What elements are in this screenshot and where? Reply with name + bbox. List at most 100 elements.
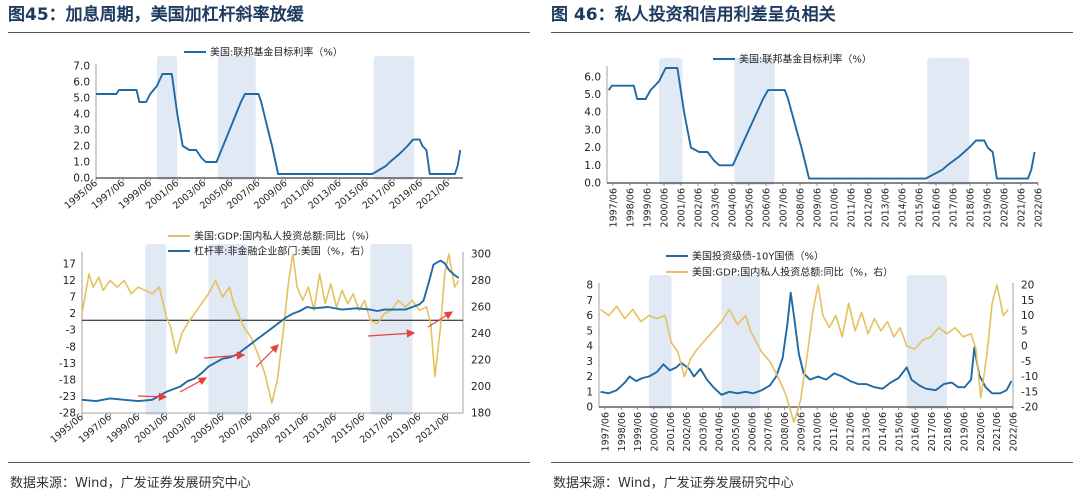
figure-46-title: 图 46：私人投资和信用利差呈负相关 [551, 5, 836, 25]
x-tick-label: 2004/06 [715, 412, 726, 451]
x-tick-label: 2008/06 [780, 412, 791, 451]
shaded-period-1 [648, 275, 672, 409]
figure-46-bottom-rule [551, 462, 1073, 463]
x-tick-label: 2003/06 [711, 188, 722, 227]
y-tick-label: 2.0 [73, 141, 90, 153]
x-tick-label: 2000/06 [660, 188, 671, 227]
shaded-period-2 [734, 58, 775, 185]
y-tick-label: 4.0 [73, 109, 90, 121]
y2-tick-label: 180 [471, 408, 491, 420]
fig45-bottom-chart: -28 -23 -18 -13 -8 -3 2 7 12 17 180 200 220 240 260 280… [49, 230, 491, 446]
x-tick-label: 2014/06 [898, 188, 909, 227]
fig46-top-chart: 0.0 1.0 2.0 3.0 4.0 5.0 6.0 1997/06 1998/06 1999/… [584, 53, 1045, 228]
x-tick-label: 2022/06 [1034, 188, 1045, 227]
shaded-period-2 [208, 244, 248, 415]
x-tick-label: 2021/06 [1017, 188, 1028, 227]
shaded-period-1 [145, 244, 167, 415]
trend-arrow-1 [137, 392, 168, 401]
y-tick-label: 12 [63, 275, 76, 287]
x-tick-label: 2011/06 [829, 412, 840, 451]
y-tick-label: 7 [69, 292, 76, 304]
x-tick-label: 2017/06 [927, 412, 938, 451]
y-tick-label: 1.0 [73, 157, 90, 169]
shaded-period-3 [927, 58, 970, 185]
y-tick-label: 2 [586, 371, 593, 383]
trend-arrow-3 [203, 351, 246, 360]
y-tick-label: 3.0 [73, 125, 90, 137]
x-tick-label: 2017/06 [949, 188, 960, 227]
x-tick-label: 1999/06 [633, 412, 644, 451]
y-tick-label: 6.0 [584, 71, 601, 83]
legend-label-2: 杠杆率:非金融企业部门:美国（%，右） [194, 245, 370, 258]
x-tick-label: 2015/06 [894, 412, 905, 451]
x-tick-label: 2018/06 [966, 188, 977, 227]
x-tick-label: 2003/06 [698, 412, 709, 451]
y-tick-label: 4 [586, 341, 593, 353]
figure-46-source: 数据来源：Wind，广发证券发展研究中心 [553, 476, 794, 491]
x-tick-label: 2016/06 [911, 412, 922, 451]
x-tick-label: 1998/06 [626, 188, 637, 227]
y-tick-label: -28 [59, 408, 76, 420]
y2-tick-label: 200 [471, 381, 491, 393]
shaded-period-1 [156, 56, 178, 180]
x-tick-label: 2013/06 [862, 412, 873, 451]
y2-tick-label: 20 [1021, 280, 1034, 292]
y2-tick-label: 220 [471, 355, 491, 367]
y2-tick-label: -15 [1021, 386, 1038, 398]
y-tick-label: 6 [586, 310, 593, 322]
x-tick-label: 2002/06 [682, 412, 693, 451]
y2-tick-label: 10 [1021, 310, 1034, 322]
y-tick-label: 0 [586, 402, 593, 414]
series-line-1 [81, 253, 460, 404]
y-tick-label: -23 [59, 391, 76, 403]
y2-tick-label: 240 [471, 328, 491, 340]
y-tick-label: 6.0 [73, 77, 90, 89]
y-tick-label: -13 [59, 358, 76, 370]
y-tick-label: 2.0 [584, 142, 601, 154]
fig46-bottom-chart: 0 1 2 3 4 5 6 7 8 -20 -15 -10 -5 0 5 10 15 20 1997/06 1998/… [586, 250, 1038, 452]
y2-tick-label: -5 [1021, 356, 1031, 368]
y-tick-label: 5.0 [73, 93, 90, 105]
legend-label-1: 美国:联邦基金目标利率（%） [210, 46, 343, 59]
y-tick-label: 3 [586, 356, 593, 368]
figure-46: 图 46：私人投资和信用利差呈负相关 0.0 1.0 2.0 3.0 4.0 5.0 6.0… [551, 0, 1080, 498]
figure-45: 图45：加息周期，美国加杠杆斜率放缓 0.0 1.0 2.0 3.0 4.0 5.0 6.0… [8, 0, 538, 498]
y-tick-label: 17 [63, 258, 76, 270]
y-tick-label: 0.0 [584, 178, 601, 190]
series-line-1 [96, 73, 462, 175]
x-tick-label: 2012/06 [864, 188, 875, 227]
series-line-2 [81, 259, 460, 403]
x-tick-label: 2001/06 [677, 188, 688, 227]
y-tick-label: 0.0 [73, 173, 90, 185]
y-tick-label: 4.0 [584, 107, 601, 119]
y-tick-label: 8 [586, 280, 593, 292]
x-tick-label: 2010/06 [830, 188, 841, 227]
x-tick-label: 2021/06 [992, 412, 1003, 451]
legend-label-1: 美国:联邦基金目标利率（%） [739, 53, 872, 66]
trend-arrow-4 [255, 344, 279, 368]
x-tick-label: 2019/06 [960, 412, 971, 451]
x-tick-label: 2001/06 [666, 412, 677, 451]
x-tick-label: 2020/06 [1000, 188, 1011, 227]
y2-tick-label: 15 [1021, 295, 1034, 307]
shaded-period-3 [906, 275, 947, 409]
x-tick-label: 1999/06 [643, 188, 654, 227]
x-tick-label: 2006/06 [747, 412, 758, 451]
y2-tick-label: -20 [1021, 402, 1038, 414]
x-tick-label: 2004/06 [728, 188, 739, 227]
series-line-1 [607, 67, 1036, 180]
y2-tick-label: 300 [471, 249, 491, 261]
y-tick-label: -3 [66, 325, 76, 337]
x-tick-label: 1997/06 [609, 188, 620, 227]
x-tick-label: 2011/06 [847, 188, 858, 227]
legend-label-1: 美国:GDP:国内私人投资总额:同比（%） [194, 230, 375, 243]
y2-tick-label: 260 [471, 302, 491, 314]
fig45-top-chart: 0.01.02.03.04.05.06.07.01995/061997/0619… [63, 46, 463, 212]
x-tick-label: 2013/06 [881, 188, 892, 227]
y-tick-label: -8 [66, 341, 76, 353]
y-tick-label: 3.0 [584, 124, 601, 136]
x-tick-label: 2009/06 [796, 412, 807, 451]
x-tick-label: 2018/06 [943, 412, 954, 451]
x-tick-label: 2007/06 [779, 188, 790, 227]
x-tick-label: 2005/06 [731, 412, 742, 451]
